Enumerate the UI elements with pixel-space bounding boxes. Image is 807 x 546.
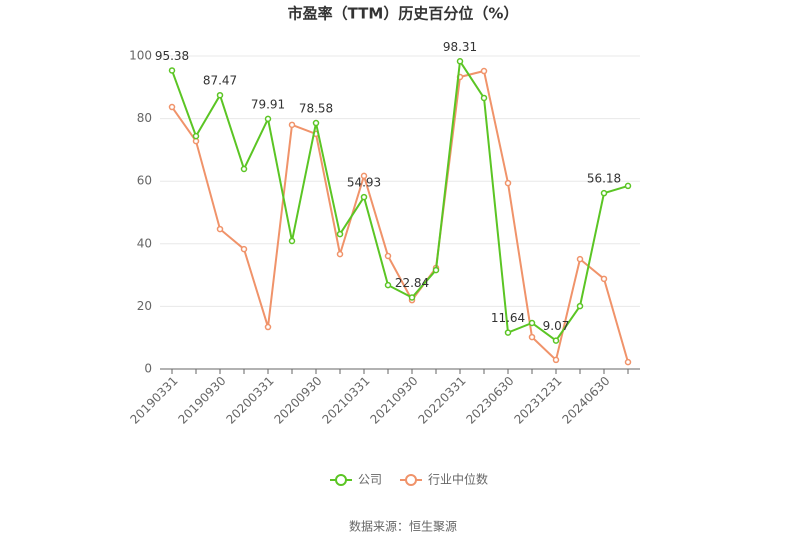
point [624, 182, 632, 190]
point [264, 115, 272, 123]
point [528, 319, 536, 327]
x-tick-label: 20200331 [224, 374, 277, 427]
point [432, 266, 440, 274]
x-tick-label: 20210331 [320, 374, 373, 427]
point [528, 333, 536, 341]
point [240, 245, 248, 253]
point [600, 275, 608, 283]
data-label: 11.64 [491, 311, 525, 325]
point [576, 302, 584, 310]
data-label: 79.91 [251, 97, 285, 111]
data-label: 22.84 [395, 276, 429, 290]
data-label: 95.38 [155, 49, 189, 63]
point [168, 67, 176, 74]
series-line [171, 58, 629, 343]
point [408, 294, 416, 301]
data-label: 54.93 [347, 176, 381, 190]
point [336, 230, 344, 238]
x-tick-label: 20230630 [464, 374, 517, 427]
point [360, 193, 368, 201]
point [480, 94, 488, 102]
point [312, 119, 320, 127]
chart-title: 市盈率（TTM）历史百分位（%） [288, 5, 519, 23]
x-tick-label: 20190331 [128, 374, 181, 427]
point [576, 255, 584, 263]
y-tick-label: 60 [137, 174, 152, 188]
x-tick-label: 20240630 [560, 374, 613, 427]
point [552, 337, 560, 344]
data-label: 87.47 [203, 74, 237, 88]
point [336, 250, 344, 258]
y-tick-label: 100 [129, 49, 152, 63]
y-tick-label: 20 [137, 299, 152, 313]
point [192, 132, 200, 140]
point [600, 189, 608, 197]
point [384, 281, 392, 289]
point [240, 165, 248, 173]
x-tick-label: 20210930 [368, 374, 421, 427]
y-tick-label: 80 [137, 111, 152, 125]
point [384, 252, 392, 260]
legend-marker [335, 474, 347, 486]
data-label: 9.07 [543, 319, 570, 333]
legend-label: 行业中位数 [428, 472, 488, 487]
point [288, 237, 296, 245]
point [216, 91, 224, 99]
point [456, 58, 464, 65]
source: 数据来源：恒生聚源 [349, 519, 457, 534]
data-label: 56.18 [587, 172, 621, 186]
point [624, 358, 632, 366]
x-tick-label: 20190930 [176, 374, 229, 427]
x-tick-label: 20231231 [512, 374, 565, 427]
point [168, 103, 176, 111]
point [360, 172, 368, 180]
point [552, 356, 560, 364]
point [504, 179, 512, 187]
x-tick-label: 20220331 [416, 374, 469, 427]
point [216, 225, 224, 233]
point [480, 67, 488, 75]
point [504, 329, 512, 336]
x-tick-label: 20200930 [272, 374, 325, 427]
y-tick-label: 40 [137, 236, 152, 250]
series-line [171, 69, 629, 363]
point [264, 323, 272, 331]
point [192, 137, 200, 145]
data-label: 78.58 [299, 102, 333, 116]
point [288, 121, 296, 129]
legend-marker [405, 474, 417, 486]
data-label: 98.31 [443, 40, 477, 54]
legend-label: 公司 [358, 473, 382, 487]
y-tick-label: 0 [144, 362, 152, 376]
